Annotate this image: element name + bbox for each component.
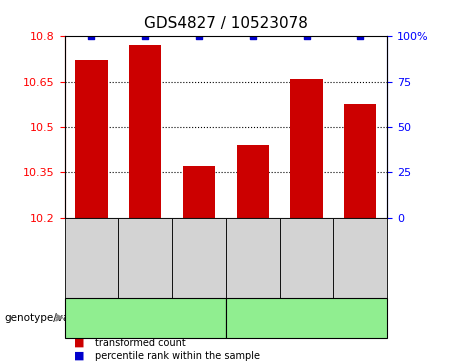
Text: GSM1255902: GSM1255902 [248,228,257,288]
Bar [65,298,226,338]
Text: GSM1255901: GSM1255901 [195,227,203,288]
Text: GSM1255900: GSM1255900 [141,227,150,288]
Point [88,33,95,39]
Title: GDS4827 / 10523078: GDS4827 / 10523078 [144,16,308,31]
Point [357,33,364,39]
Text: ■: ■ [74,351,84,361]
Bar [183,166,215,218]
Text: GSM1255904: GSM1255904 [356,228,365,288]
Text: percentile rank within the sample: percentile rank within the sample [95,351,260,361]
Bar [226,218,280,298]
Bar [344,105,377,218]
Text: ■: ■ [74,338,84,348]
Bar [172,218,226,298]
Bar [333,218,387,298]
Point [303,33,310,39]
Bar [129,45,161,218]
Bar [290,79,323,218]
Point [142,33,149,39]
Text: wild type: wild type [281,313,332,323]
Bar [280,218,333,298]
Text: genotype/variation: genotype/variation [5,313,104,323]
Bar [75,61,107,218]
Bar [118,218,172,298]
Bar [226,298,387,338]
Bar [65,218,118,298]
Text: Tmod3 null: Tmod3 null [114,313,177,323]
Text: transformed count: transformed count [95,338,185,348]
Text: GSM1255903: GSM1255903 [302,227,311,288]
Point [249,33,256,39]
Bar [236,145,269,218]
Text: GSM1255899: GSM1255899 [87,227,96,288]
Point [195,33,203,39]
